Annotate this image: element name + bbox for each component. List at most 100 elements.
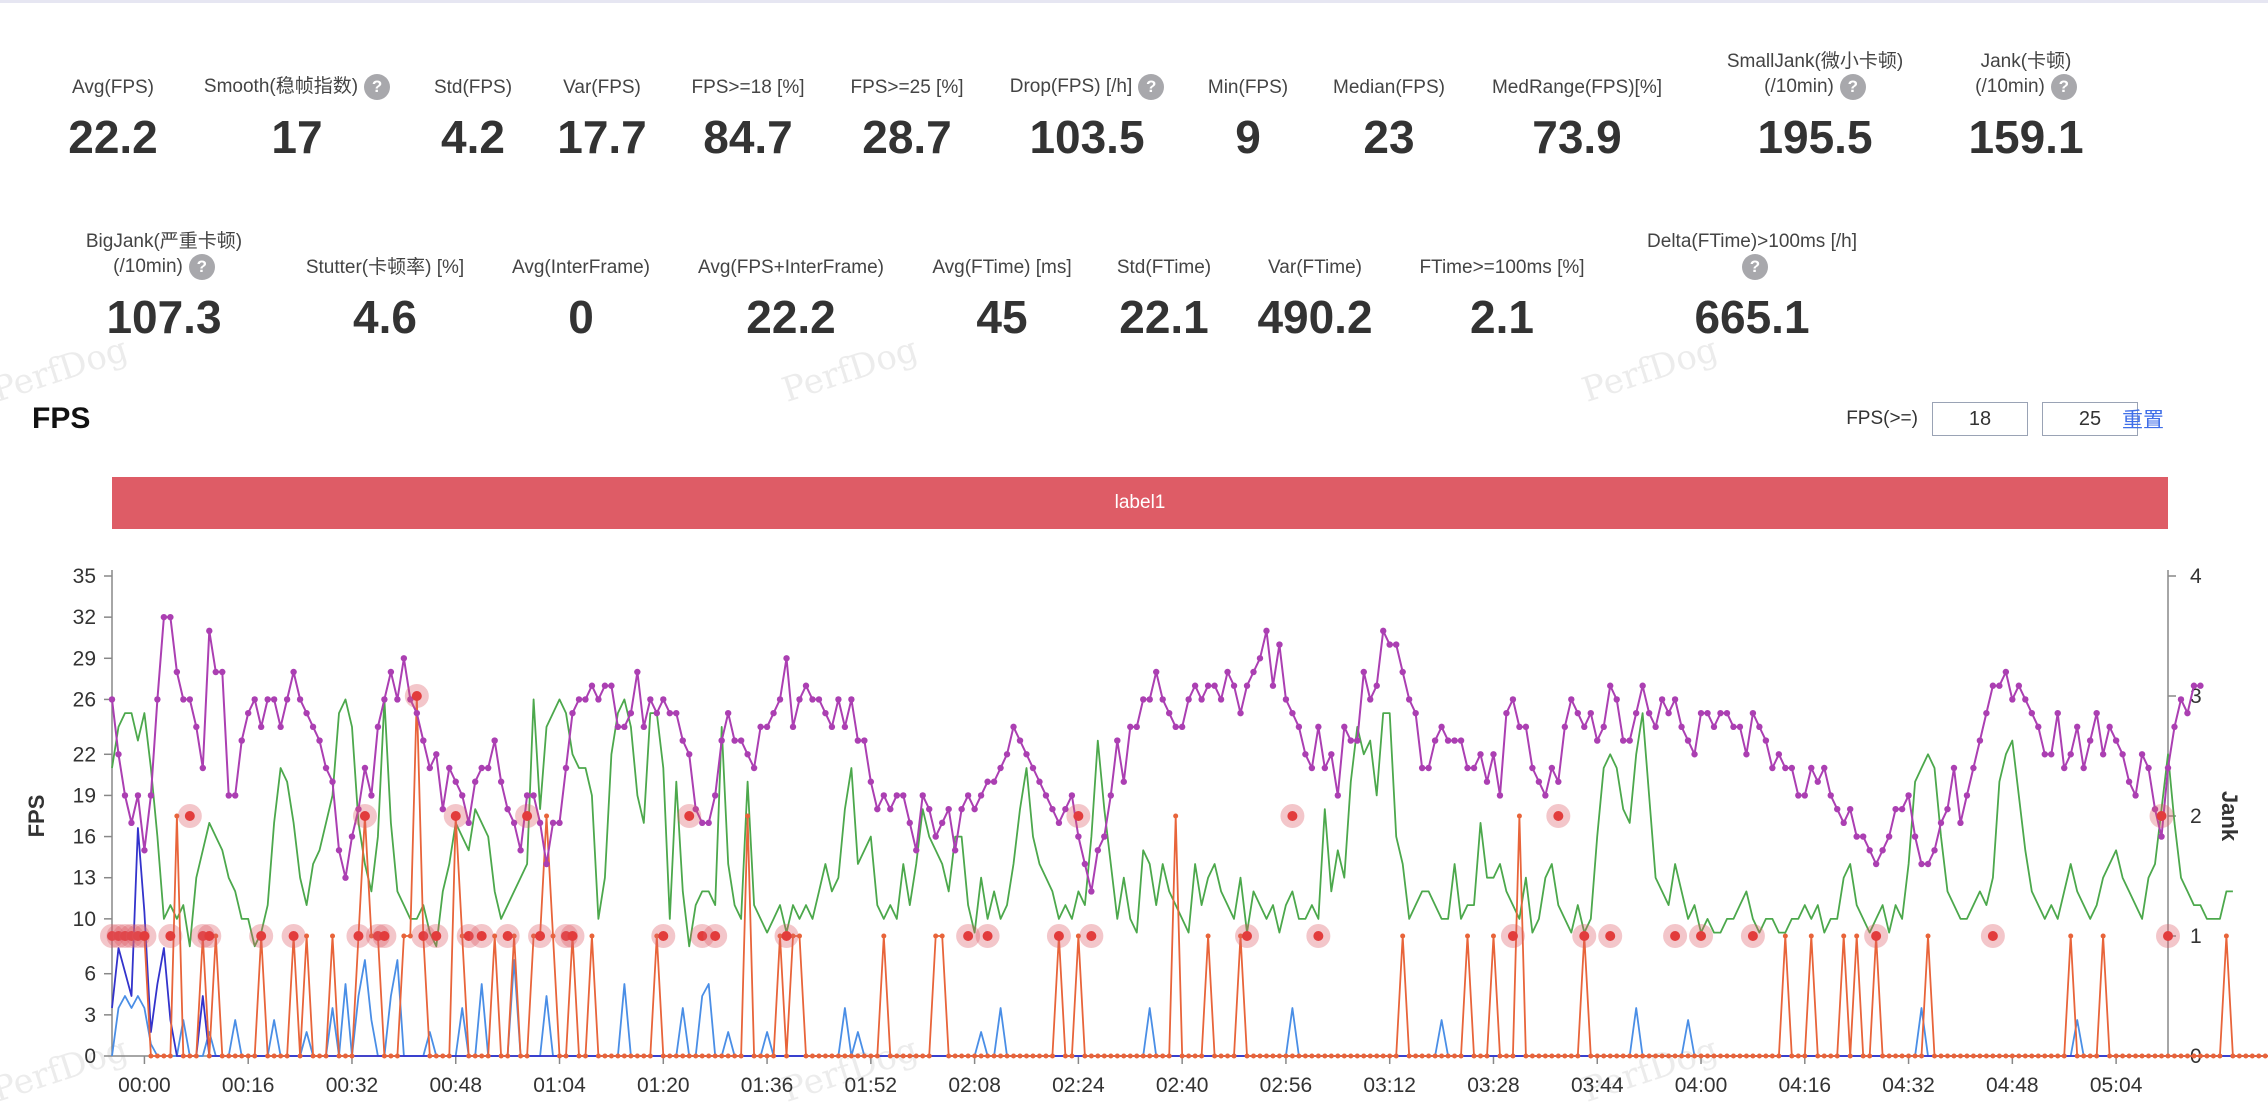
jank-point[interactable] [1315, 1053, 1321, 1059]
fps-point[interactable] [1159, 696, 1166, 703]
jank-point[interactable] [1996, 1053, 2002, 1059]
fps-point[interactable] [666, 709, 673, 717]
fps-point[interactable] [2054, 709, 2061, 717]
jank-point[interactable] [907, 1053, 913, 1059]
jank-point[interactable] [1049, 1053, 1055, 1059]
fps-point[interactable] [1010, 723, 1017, 731]
fps-point[interactable] [887, 805, 894, 813]
label-bar[interactable]: label1 [112, 477, 2168, 529]
fps-point[interactable] [433, 751, 440, 758]
jank-point[interactable] [2223, 933, 2229, 939]
jank-point[interactable] [1400, 933, 1406, 939]
jank-point[interactable] [1374, 1053, 1380, 1059]
jank-point[interactable] [1620, 1053, 1626, 1059]
jank-point[interactable] [1542, 1053, 1548, 1059]
fps-point[interactable] [1457, 737, 1465, 744]
fps-point[interactable] [400, 655, 408, 662]
fps-point[interactable] [361, 764, 369, 772]
jank-highlight-point[interactable] [165, 931, 176, 941]
jank-point[interactable] [1594, 1053, 1600, 1059]
jank-point[interactable] [667, 1053, 673, 1059]
jank-point[interactable] [193, 1053, 199, 1059]
fps-point[interactable] [1574, 709, 1581, 717]
fps-point[interactable] [1308, 764, 1316, 772]
jank-point[interactable] [524, 1053, 530, 1059]
jank-point[interactable] [239, 1053, 245, 1059]
fps-point[interactable] [2015, 682, 2023, 689]
jank-point[interactable] [1737, 1053, 1743, 1059]
fps-point[interactable] [296, 696, 304, 703]
jank-point[interactable] [2159, 1053, 2165, 1059]
jank-point[interactable] [472, 1053, 478, 1059]
fps-point[interactable] [699, 819, 706, 827]
fps-point[interactable] [692, 805, 699, 813]
jank-highlight-point[interactable] [567, 931, 578, 941]
jank-highlight-point[interactable] [502, 931, 513, 941]
jank-point[interactable] [1607, 1053, 1613, 1059]
fps-point[interactable] [1957, 819, 1964, 827]
jank-point[interactable] [1957, 1053, 1963, 1059]
jank-point[interactable] [317, 1053, 323, 1059]
fps-point[interactable] [1684, 737, 1692, 744]
jank-point[interactable] [388, 1053, 394, 1059]
fps-point[interactable] [893, 792, 900, 799]
jank-point[interactable] [1588, 1053, 1594, 1059]
fps-point[interactable] [1230, 682, 1238, 689]
jank-point[interactable] [1549, 1053, 1555, 1059]
jank-point[interactable] [900, 1053, 906, 1059]
jank-point[interactable] [2133, 1053, 2139, 1059]
fps-point[interactable] [1821, 764, 1828, 772]
jank-point[interactable] [2191, 1053, 2197, 1059]
fps-point[interactable] [1834, 805, 1841, 813]
fps-point[interactable] [2086, 737, 2094, 744]
jank-point[interactable] [278, 1053, 284, 1059]
fps-point[interactable] [219, 668, 226, 676]
jank-point[interactable] [518, 1053, 524, 1059]
fps-point[interactable] [2041, 751, 2048, 758]
jank-point[interactable] [2081, 1053, 2087, 1059]
fps-point[interactable] [919, 792, 926, 799]
jank-highlight-point[interactable] [1313, 931, 1324, 941]
jank-point[interactable] [1724, 1053, 1730, 1059]
jank-point[interactable] [1413, 1053, 1419, 1059]
jank-point[interactable] [835, 1053, 841, 1059]
jank-point[interactable] [2074, 1053, 2080, 1059]
fps-point[interactable] [1425, 764, 1432, 772]
jank-point[interactable] [582, 1053, 588, 1059]
fps-point[interactable] [1451, 737, 1458, 744]
fps-point[interactable] [420, 737, 427, 744]
jank-point[interactable] [1335, 1053, 1341, 1059]
fps-point[interactable] [2151, 805, 2159, 813]
fps-point[interactable] [750, 764, 758, 772]
jank-point[interactable] [187, 1053, 193, 1059]
jank-point[interactable] [1393, 1053, 1399, 1059]
jank-point[interactable] [1458, 1053, 1464, 1059]
jank-point[interactable] [2243, 1053, 2249, 1059]
series-smalljank-line[interactable] [111, 959, 2268, 1057]
fps-point[interactable] [1885, 833, 1893, 840]
jank-point[interactable] [1743, 1053, 1749, 1059]
jank-point[interactable] [252, 1053, 258, 1059]
jank-point[interactable] [1893, 1053, 1899, 1059]
fps-point[interactable] [854, 737, 862, 744]
fps-point[interactable] [2138, 751, 2146, 758]
fps-point[interactable] [407, 696, 414, 703]
fps-point[interactable] [180, 696, 187, 703]
fps-point[interactable] [1444, 737, 1452, 744]
jank-point[interactable] [1685, 1053, 1691, 1059]
jank-point[interactable] [738, 1053, 744, 1059]
jank-highlight-point[interactable] [139, 931, 150, 941]
jank-point[interactable] [1769, 1053, 1775, 1059]
fps-point[interactable] [757, 723, 764, 731]
fps-point[interactable] [232, 792, 239, 799]
fps-point[interactable] [1178, 723, 1186, 731]
fps-threshold-1-input[interactable] [1932, 402, 2028, 436]
jank-point[interactable] [985, 1053, 991, 1059]
jank-point[interactable] [764, 1053, 770, 1059]
jank-highlight-point[interactable] [2156, 811, 2167, 821]
fps-point[interactable] [627, 709, 635, 717]
jank-point[interactable] [751, 1053, 757, 1059]
jank-point[interactable] [868, 1053, 874, 1059]
fps-point[interactable] [2184, 709, 2191, 717]
jank-point[interactable] [1795, 1053, 1801, 1059]
